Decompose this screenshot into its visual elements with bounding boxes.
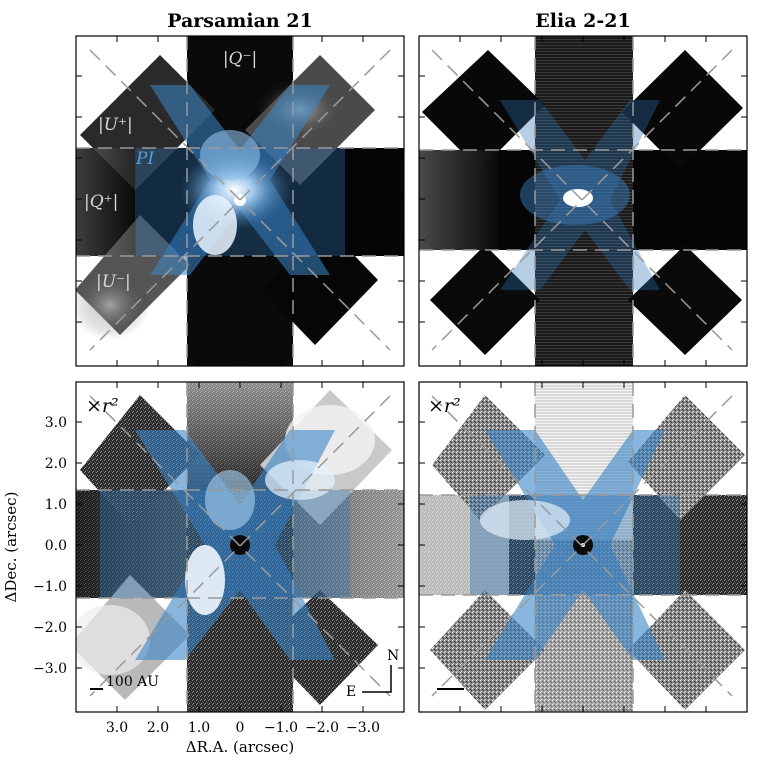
- x-axis-label: ΔR.A. (arcsec): [186, 738, 294, 756]
- compass-north: N: [387, 648, 399, 664]
- x-tick-label: 3.0: [106, 720, 128, 736]
- y-axis-label: ΔDec. (arcsec): [2, 492, 20, 603]
- panel-bottom-left: [76, 382, 404, 712]
- y-tick-labels: 3.0 2.0 1.0 0.0 −1.0 −2.0 −3.0: [33, 415, 67, 677]
- x-tick-labels: 3.0 2.0 1.0 0 −1.0 −2.0 −3.0: [106, 720, 380, 736]
- y-tick-label: 1.0: [45, 497, 67, 513]
- column-title-left: Parsamian 21: [167, 10, 313, 32]
- label-q-plus: |Q⁺|: [84, 192, 118, 212]
- label-q-minus: |Q⁻|: [223, 49, 257, 69]
- label-r2-left: ×r²: [86, 395, 119, 417]
- y-tick-label: −3.0: [33, 661, 67, 677]
- compass: N E: [346, 648, 399, 700]
- label-u-minus: |U⁻|: [96, 272, 131, 292]
- panel-top-right: [419, 36, 747, 366]
- y-tick-label: 0.0: [45, 538, 67, 554]
- x-tick-label: −1.0: [264, 720, 298, 736]
- label-pi: PI: [135, 149, 154, 169]
- x-tick-label: −3.0: [346, 720, 380, 736]
- x-tick-label: 0: [236, 720, 245, 736]
- x-tick-label: 2.0: [147, 720, 169, 736]
- scalebar-label: 100 AU: [106, 674, 159, 690]
- column-title-right: Elia 2-21: [535, 10, 630, 32]
- y-tick-label: −1.0: [33, 579, 67, 595]
- y-tick-label: 2.0: [45, 456, 67, 472]
- panel-top-left: [76, 36, 404, 366]
- label-r2-right: ×r²: [428, 395, 461, 417]
- axis-ticks: [76, 36, 747, 712]
- y-tick-label: −2.0: [33, 620, 67, 636]
- compass-east: E: [346, 684, 356, 700]
- panel-bottom-right: [419, 382, 747, 712]
- label-u-plus: |U⁺|: [98, 115, 133, 135]
- y-tick-label: 3.0: [45, 415, 67, 431]
- x-tick-label: 1.0: [188, 720, 210, 736]
- x-tick-label: −2.0: [305, 720, 339, 736]
